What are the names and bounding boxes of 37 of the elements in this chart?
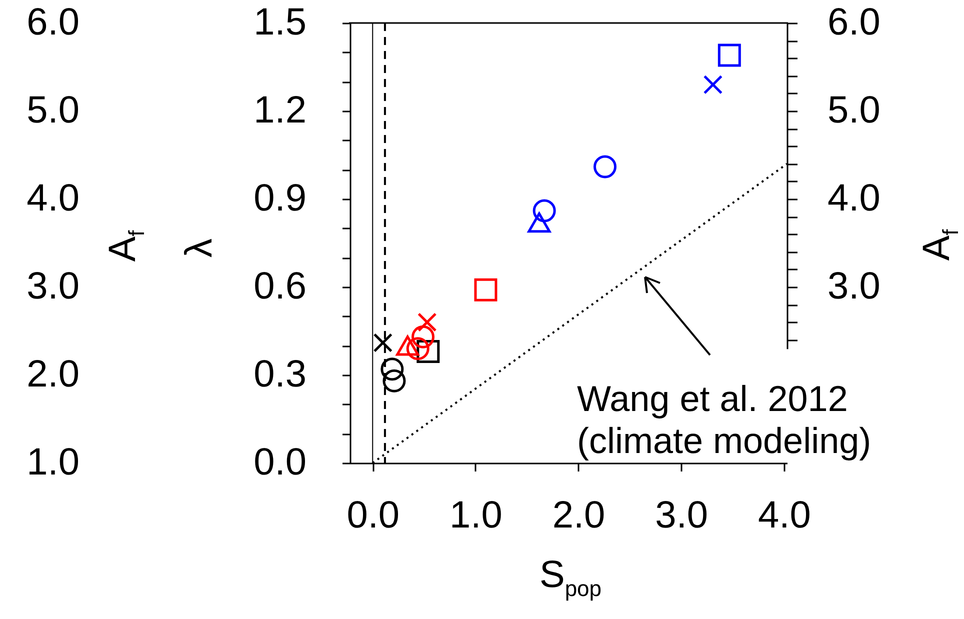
y3-tick-label: 6.0 <box>26 2 80 44</box>
y2-tick-label: 5.0 <box>828 90 880 132</box>
point <box>474 278 498 302</box>
point <box>532 199 556 222</box>
x-axis-title: S$_{pop}$ <box>539 554 602 602</box>
point <box>418 312 437 332</box>
point <box>718 44 741 67</box>
y2-tick-label: 4.0 <box>828 178 880 220</box>
y-tick-label: 0.0 <box>254 442 306 484</box>
point <box>594 155 616 178</box>
x-tick-label: 4.0 <box>758 494 811 536</box>
y-tick-label: 1.2 <box>254 90 306 132</box>
y2-tick-label: 3.0 <box>828 266 880 308</box>
y-axis-title: λ <box>178 238 222 258</box>
point <box>406 337 430 360</box>
y3-tick-label: 1.0 <box>26 442 80 484</box>
y3-tick-label: 3.0 <box>26 266 80 308</box>
annotation: Wang et al. 2012 (climate modeling) <box>577 378 872 462</box>
y3-tick-label: 5.0 <box>26 90 80 132</box>
x-tick-label: 2.0 <box>552 494 606 536</box>
x-tick-label: 1.0 <box>450 494 502 536</box>
y2-tick-label: 6.0 <box>828 2 880 44</box>
x-tick-label: 0.0 <box>346 494 400 536</box>
point <box>528 212 551 233</box>
point <box>382 369 406 392</box>
point <box>396 336 420 356</box>
y-tick-label: 0.6 <box>254 266 306 308</box>
y3-tick-label: 4.0 <box>26 178 80 220</box>
y-tick-label: 0.3 <box>254 354 306 396</box>
x-tick-label: 3.0 <box>655 494 708 536</box>
y-tick-label: 0.9 <box>254 178 306 220</box>
y3-tick-label: 2.0 <box>26 354 80 396</box>
point <box>373 333 393 352</box>
point <box>703 74 723 94</box>
point <box>412 325 434 348</box>
y-tick-label: 1.5 <box>254 2 306 44</box>
point <box>380 358 404 381</box>
